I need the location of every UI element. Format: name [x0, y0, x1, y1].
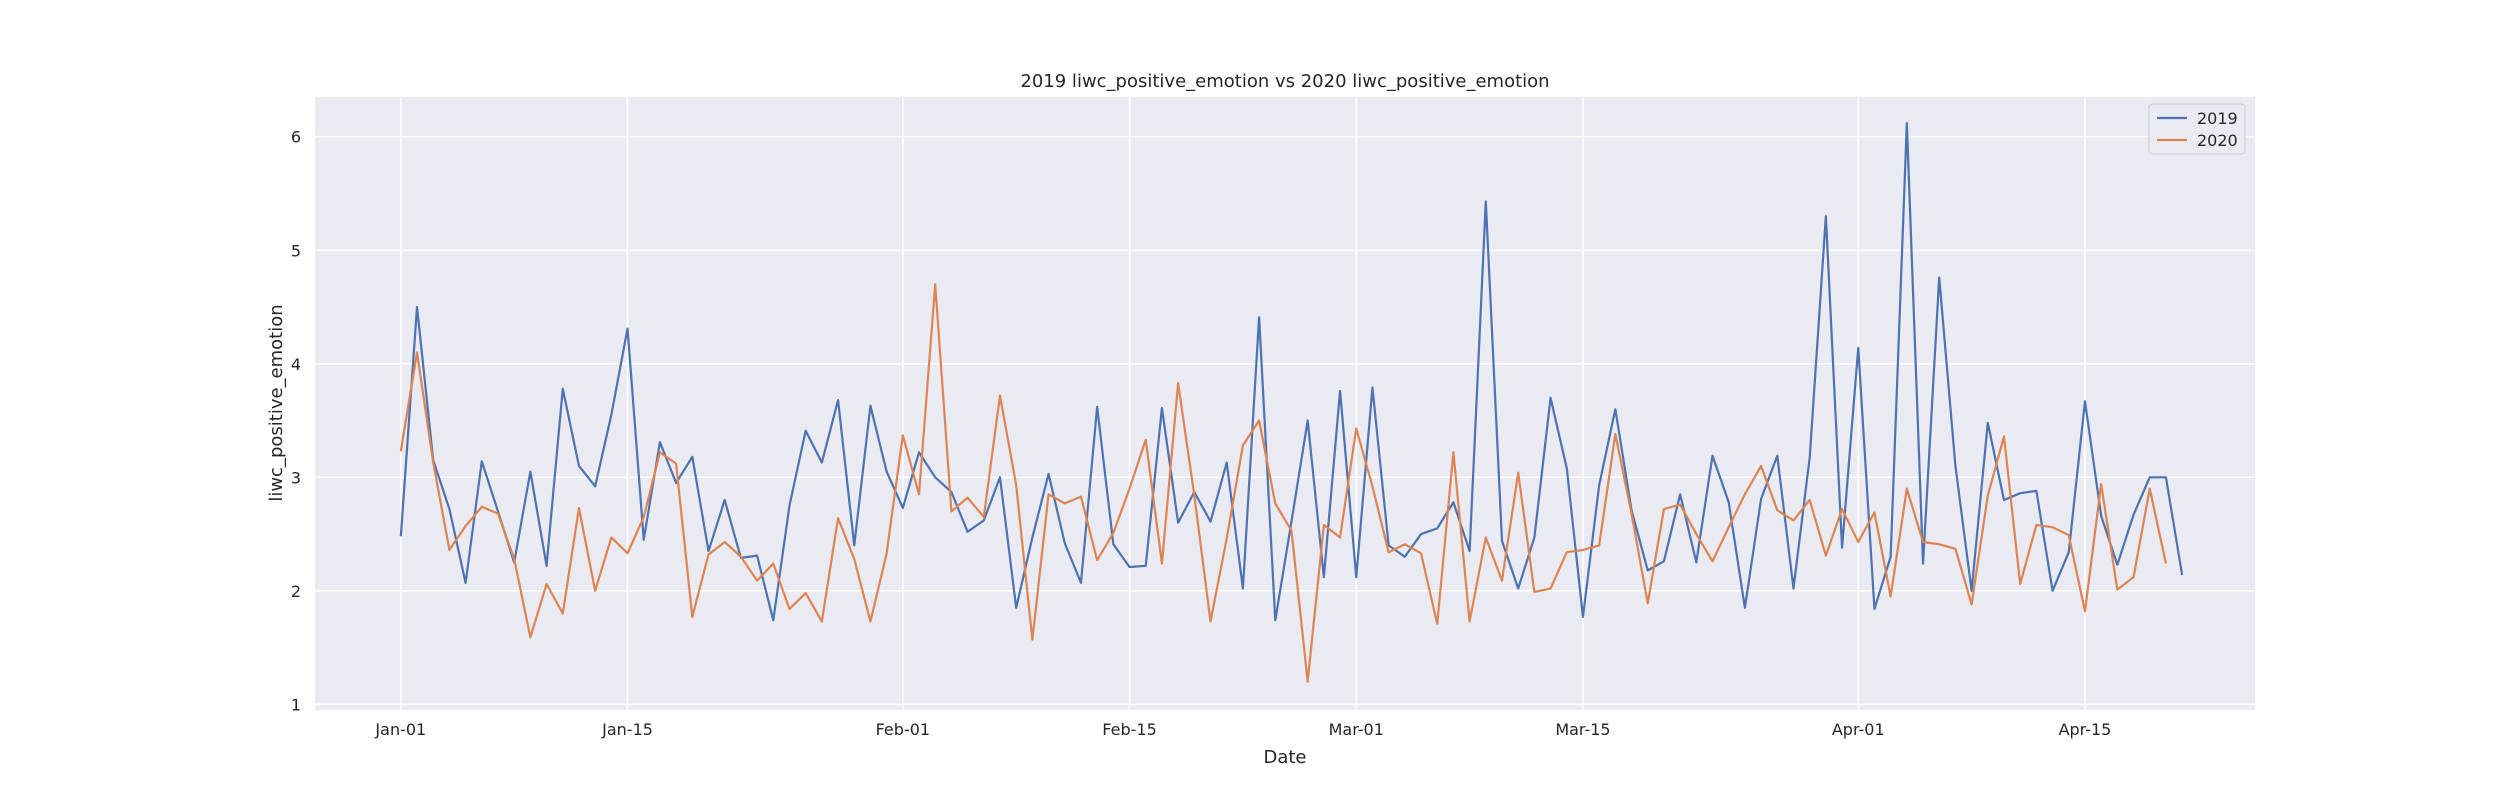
series-line-2020	[399, 283, 2168, 683]
chart-title: 2019 liwc_positive_emotion vs 2020 liwc_…	[1020, 71, 1549, 92]
x-tick-label: Feb-01	[876, 720, 930, 739]
x-tick-label: Feb-15	[1102, 720, 1156, 739]
x-tick-label: Jan-15	[601, 720, 653, 739]
y-tick-label: 2	[291, 582, 301, 601]
x-axis: Jan-01 Jan-15 Feb-01 Feb-15 Mar-01 Mar-15 Apr-…	[374, 720, 2111, 739]
legend-box	[2148, 103, 2246, 155]
y-axis: 1 2 3 4 5 6	[291, 128, 301, 715]
y-tick-label: 5	[291, 241, 301, 260]
x-tick-label: Apr-15	[2059, 720, 2112, 739]
y-tick-label: 4	[291, 355, 301, 374]
y-tick-label: 6	[291, 128, 301, 147]
y-axis-label: liwc_positive_emotion	[266, 304, 287, 501]
series-layer	[399, 122, 2184, 683]
x-axis-label: Date	[1263, 747, 1306, 768]
x-tick-label: Jan-01	[374, 720, 426, 739]
legend: 2019 2020	[2148, 103, 2246, 155]
y-tick-label: 1	[291, 695, 301, 714]
x-tick-label: Mar-15	[1555, 720, 1610, 739]
x-tick-label: Mar-01	[1329, 720, 1384, 739]
legend-label: 2019	[2197, 109, 2238, 128]
plot-background	[315, 97, 2255, 710]
legend-label: 2020	[2197, 131, 2238, 150]
y-tick-label: 3	[291, 468, 301, 487]
x-tick-label: Apr-01	[1832, 720, 1885, 739]
